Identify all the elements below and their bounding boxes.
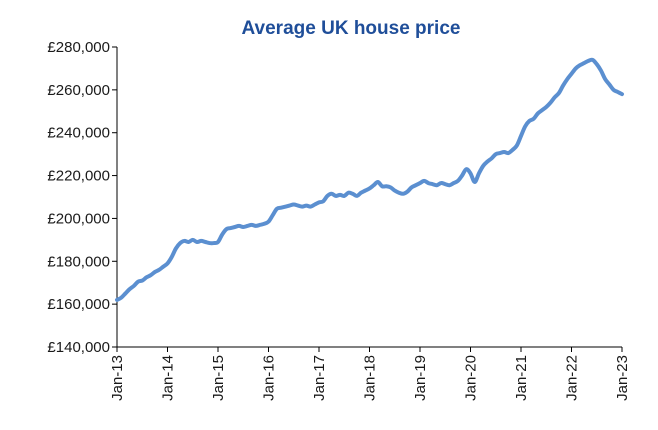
x-tick-label: Jan-21 <box>513 355 530 401</box>
x-tick-label: Jan-20 <box>463 355 480 401</box>
y-tick-label: £180,000 <box>47 253 110 270</box>
y-tick-label: £160,000 <box>47 296 110 313</box>
x-tick-label: Jan-16 <box>261 355 278 401</box>
series-line <box>115 57 624 302</box>
x-tick-label: Jan-19 <box>412 355 429 401</box>
y-axis-ticks: £140,000 £160,000 £180,000 £200,000 £220,000… <box>47 39 117 356</box>
y-tick-label: £280,000 <box>47 39 110 56</box>
x-tick-label: Jan-13 <box>109 355 126 401</box>
x-tick-label: Jan-17 <box>311 355 328 401</box>
y-tick-label: £220,000 <box>47 168 110 185</box>
chart-title: Average UK house price <box>242 18 461 39</box>
x-tick-label: Jan-22 <box>564 355 581 401</box>
y-tick-label: £260,000 <box>47 82 110 99</box>
y-tick-label: £200,000 <box>47 210 110 227</box>
y-tick-label: £240,000 <box>47 125 110 142</box>
x-tick-label: Jan-23 <box>614 355 631 401</box>
x-axis-ticks: Jan-13 Jan-14 Jan-15 Jan-16 Jan-17 Jan-18 Jan-… <box>109 347 631 401</box>
x-tick-label: Jan-18 <box>362 355 379 401</box>
series-layer <box>115 57 624 302</box>
x-tick-label: Jan-14 <box>160 355 177 401</box>
y-tick-label: £140,000 <box>47 339 110 356</box>
x-tick-label: Jan-15 <box>210 355 227 401</box>
